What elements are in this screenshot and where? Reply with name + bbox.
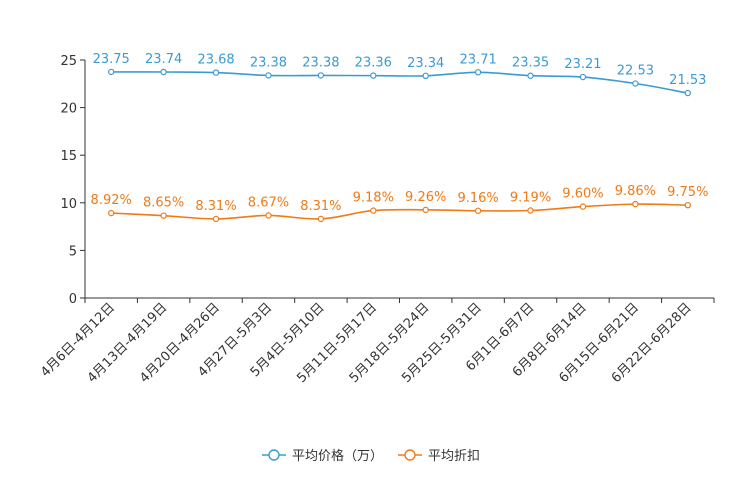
series-line-2	[111, 203, 688, 220]
data-point	[265, 212, 272, 219]
data-point	[527, 207, 534, 214]
data-label: 9.60%	[562, 187, 603, 202]
data-point	[108, 68, 115, 76]
y-tick-label: 25	[60, 54, 77, 69]
data-point	[474, 69, 482, 76]
data-label: 8.31%	[300, 199, 341, 214]
data-label: 9.26%	[405, 190, 446, 205]
data-label: 23.35	[512, 56, 549, 71]
data-point	[160, 68, 167, 76]
data-point	[370, 72, 377, 79]
series-line-1	[111, 71, 688, 94]
y-tick-label: 5	[69, 244, 77, 259]
data-label: 23.74	[145, 52, 182, 67]
legend-marker-1	[268, 449, 280, 461]
data-point	[579, 203, 587, 210]
data-label: 9.75%	[667, 185, 708, 200]
data-point	[527, 72, 534, 79]
data-point	[212, 215, 220, 223]
y-tick-label: 10	[60, 197, 77, 212]
data-point	[632, 80, 639, 87]
data-label: 21.53	[669, 73, 706, 88]
data-point	[160, 212, 167, 219]
y-tick-label: 15	[60, 149, 77, 164]
data-label: 8.92%	[91, 193, 132, 208]
legend-marker-2	[404, 449, 416, 461]
data-label: 9.18%	[353, 191, 394, 206]
data-label: 8.31%	[195, 199, 236, 214]
data-point	[579, 73, 587, 81]
data-label: 8.65%	[143, 196, 184, 211]
data-label: 23.68	[197, 53, 234, 68]
data-label: 22.53	[617, 64, 654, 79]
data-point	[422, 72, 429, 80]
data-label: 9.16%	[457, 191, 498, 206]
data-label: 23.75	[93, 52, 130, 67]
data-label: 23.38	[302, 55, 339, 70]
data-point	[422, 206, 429, 214]
data-point	[265, 72, 272, 79]
data-point	[317, 215, 325, 223]
legend-label-2: 平均折扣	[428, 449, 480, 464]
data-point	[684, 89, 691, 97]
data-label: 23.21	[564, 57, 601, 72]
y-tick-label: 0	[69, 292, 77, 307]
data-label: 23.38	[250, 55, 287, 70]
data-point	[370, 207, 377, 214]
data-point	[317, 72, 325, 79]
data-point	[474, 207, 482, 214]
y-tick-label: 20	[60, 102, 77, 117]
data-point	[632, 200, 639, 208]
data-label: 9.86%	[615, 184, 656, 199]
data-point	[108, 209, 115, 217]
data-point	[212, 69, 220, 76]
data-label: 9.19%	[510, 191, 551, 206]
data-label: 23.34	[407, 56, 444, 71]
data-label: 23.36	[355, 56, 392, 71]
data-label: 23.71	[460, 52, 497, 67]
data-point	[684, 201, 691, 209]
legend-label-1: 平均价格（万）	[292, 448, 383, 464]
data-label: 8.67%	[248, 195, 289, 210]
